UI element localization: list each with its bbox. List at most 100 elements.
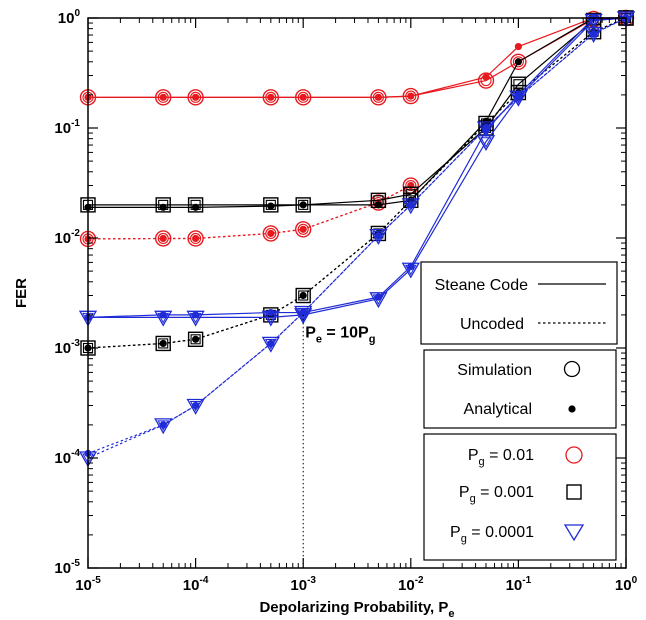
data-point-11-7 [482, 124, 490, 132]
data-point-10-9 [584, 27, 603, 44]
data-point-4-3 [263, 197, 279, 213]
legend-box-line-styles: Steane Code Uncoded [420, 261, 618, 345]
legend-marker-pg-0 [565, 446, 583, 464]
data-point-6-4-inner [298, 290, 309, 301]
series-line-11 [87, 17, 627, 455]
data-point-10-6 [401, 198, 420, 215]
y-tick-label-1: 10-4 [54, 448, 80, 467]
data-point-2-2-inner [190, 232, 202, 245]
data-point-9-6 [407, 262, 415, 271]
data-point-3-3 [267, 229, 275, 238]
data-point-2-1 [155, 230, 172, 247]
data-point-0-8-inner [512, 56, 524, 68]
x-tick-label-5: 100 [615, 575, 638, 594]
data-point-1-4 [299, 93, 307, 101]
data-point-4-1 [155, 197, 171, 213]
legend-layer: Steane Code Uncoded Simulation Analytical Pg… [420, 261, 618, 561]
data-point-6-2-inner [190, 334, 201, 345]
data-point-11-2 [192, 401, 200, 410]
legend-box-pg-values-frame [423, 433, 617, 561]
data-point-9-5 [374, 293, 383, 301]
series-steane-pg-0.001-analytical [84, 14, 630, 211]
data-point-9-3 [267, 308, 275, 317]
data-point-1-5 [374, 93, 383, 101]
x-tick-label-3: 10-2 [398, 575, 424, 594]
data-point-11-4 [299, 308, 307, 317]
data-point-3-2 [192, 234, 200, 243]
series-uncoded-pg-0.0001-analytical [84, 14, 630, 458]
x-axis-title: Depolarizing Probability, Pe [259, 599, 454, 620]
data-point-9-1 [159, 311, 167, 319]
annotation-layer: Pe = 10Pg [302, 314, 375, 568]
legend-label-steane-code: Steane Code [435, 277, 529, 294]
series-uncoded-pg-0.01-analytical [84, 181, 415, 243]
data-point-6-2 [187, 331, 204, 347]
series-uncoded-pg-0.01-simulation [79, 177, 419, 248]
data-point-6-1 [155, 335, 171, 352]
series-line-3 [87, 184, 412, 240]
data-point-9-2 [192, 311, 200, 319]
legend-marker-pg-1 [566, 484, 582, 500]
data-point-11-8 [514, 93, 523, 101]
y-tick-label-2: 10-3 [54, 338, 80, 357]
data-point-10-5 [369, 229, 388, 245]
plot-frame [87, 17, 627, 569]
data-point-1-3 [267, 93, 275, 101]
data-point-1-1 [159, 93, 167, 101]
data-point-4-8-inner [513, 79, 524, 90]
legend-marker-open-circle [563, 360, 581, 378]
data-point-8-7-inner [480, 137, 492, 148]
data-point-11-1 [159, 421, 167, 429]
data-point-10-3 [261, 336, 280, 353]
legend-marker-dot [568, 405, 576, 413]
data-point-11-3 [267, 339, 275, 348]
data-point-7-1 [159, 339, 167, 348]
x-tick-label-0: 10-5 [75, 575, 101, 594]
series-line-4 [88, 17, 627, 206]
series-steane-pg-0.001-simulation [80, 10, 634, 213]
series-line-5 [88, 17, 626, 208]
y-axis-title: FER [13, 278, 30, 308]
legend-label-pg-1: Pg = 0.001 [459, 484, 534, 505]
legend-label-simulation: Simulation [457, 362, 532, 379]
data-point-11-5 [374, 232, 383, 240]
data-point-2-6-inner [405, 179, 417, 192]
data-point-5-3 [267, 202, 275, 210]
legend-box-marker-kinds: Simulation Analytical [423, 349, 617, 429]
legend-box-pg-values: Pg = 0.01 Pg = 0.001 Pg = 0.0001 [423, 433, 617, 561]
data-point-10-10 [616, 11, 636, 28]
annotation-label: Pe = 10Pg [305, 324, 375, 345]
data-point-5-5 [374, 201, 383, 209]
data-point-10-7 [476, 121, 496, 138]
data-point-1-8 [514, 42, 523, 51]
legend-label-analytical: Analytical [464, 401, 532, 418]
data-point-1-2 [192, 93, 200, 101]
data-point-2-4-inner [297, 223, 309, 235]
y-tick-label-4: 10-1 [54, 118, 80, 137]
data-point-10-2 [186, 398, 205, 415]
x-tick-label-1: 10-4 [183, 575, 209, 594]
data-point-5-8 [514, 58, 523, 66]
data-point-11-9 [590, 30, 598, 38]
y-tick-label-5: 100 [58, 8, 81, 27]
data-point-0-8 [510, 53, 527, 70]
legend-label-pg-0: Pg = 0.01 [468, 447, 534, 468]
legend-marker-pg-2 [563, 524, 585, 542]
y-tick-label-3: 10-2 [54, 228, 80, 247]
data-point-10-8 [509, 90, 528, 107]
legend-box-line-styles-frame [420, 261, 618, 345]
data-point-2-3-inner [265, 227, 277, 239]
data-point-10-4 [294, 305, 313, 322]
data-point-5-2 [192, 203, 200, 211]
data-point-2-4 [295, 221, 312, 238]
data-point-11-6 [407, 201, 415, 209]
data-point-3-4 [299, 225, 307, 233]
data-point-5-4 [299, 201, 307, 209]
data-point-1-7 [482, 73, 490, 81]
series-line-1 [88, 17, 626, 98]
series-steane-pg-0.01-analytical [84, 14, 630, 101]
data-point-4-2 [187, 197, 204, 213]
x-tick-label-2: 10-3 [290, 575, 316, 594]
data-point-7-2 [192, 335, 200, 343]
